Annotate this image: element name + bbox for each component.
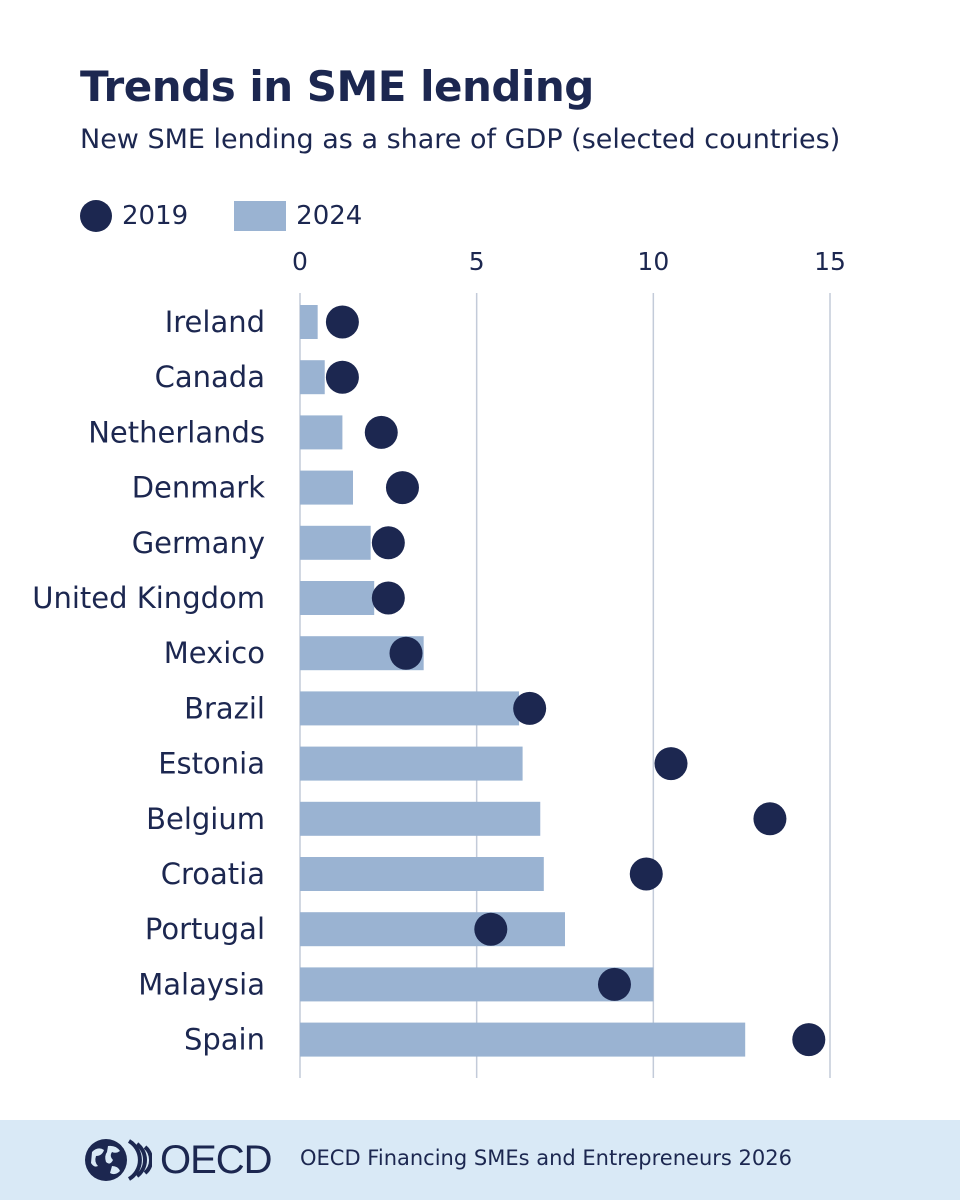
x-tick-label: 10 <box>637 247 669 276</box>
category-label: Estonia <box>158 747 265 781</box>
bar-2024 <box>300 857 544 891</box>
dot-2019 <box>597 967 631 1001</box>
bar-2024 <box>300 912 565 947</box>
chart-subtitle: New SME lending as a share of GDP (selec… <box>80 124 841 155</box>
legend-bar-swatch <box>234 201 287 231</box>
dot-2019 <box>513 691 547 725</box>
dot-2019 <box>389 636 423 670</box>
category-label: Ireland <box>165 305 265 339</box>
category-label: Brazil <box>184 691 265 725</box>
category-label: Belgium <box>146 802 265 836</box>
dot-2019 <box>385 471 419 505</box>
dot-2019 <box>364 415 398 449</box>
category-label: United Kingdom <box>32 581 265 615</box>
footer: OECD OECD Financing SMEs and Entrepreneu… <box>0 1120 960 1200</box>
legend-item-2024: 2024 <box>234 201 362 231</box>
dot-2019 <box>792 1023 826 1057</box>
category-label: Canada <box>155 360 265 394</box>
bar-2024 <box>300 746 523 781</box>
category-label: Netherlands <box>88 415 265 449</box>
bar-2024 <box>300 1022 746 1057</box>
bar-2024 <box>300 801 541 836</box>
category-label: Portugal <box>145 912 265 946</box>
oecd-logo-text: OECD <box>160 1137 273 1182</box>
dot-2019 <box>753 802 787 836</box>
dot-2019 <box>654 747 688 781</box>
chart-plot: 0 5 10 15 Ireland Canada Netherlands Denmark Ger… <box>32 247 846 1078</box>
dot-2019 <box>629 857 663 891</box>
footer-source: OECD Financing SMEs and Entrepreneurs 20… <box>300 1146 792 1170</box>
bar-2024 <box>300 305 318 339</box>
legend: 2019 2024 <box>80 196 362 236</box>
category-label: Malaysia <box>138 967 265 1001</box>
category-label: Denmark <box>132 471 265 505</box>
category-label: Mexico <box>164 636 265 670</box>
bar-2024 <box>300 691 520 726</box>
legend-item-2019: 2019 <box>80 200 188 232</box>
bar-2024 <box>300 967 654 1002</box>
x-tick-label: 5 <box>469 247 485 276</box>
category-label: Spain <box>184 1023 265 1057</box>
oecd-logo: OECD <box>82 1136 273 1184</box>
dot-2019 <box>371 526 405 560</box>
bar-2024 <box>300 415 343 450</box>
chart-title: Trends in SME lending <box>80 62 594 111</box>
dot-2019 <box>371 581 405 615</box>
dot-2019 <box>325 360 359 394</box>
bar-2024 <box>300 470 353 505</box>
bar-2024 <box>300 360 325 395</box>
x-tick-label: 15 <box>814 247 846 276</box>
bar-2024 <box>300 581 375 615</box>
legend-label-2024: 2024 <box>296 201 363 231</box>
oecd-globe-icon <box>85 1139 152 1181</box>
category-label: Croatia <box>161 857 265 891</box>
dot-2019 <box>325 305 359 339</box>
bar-2024 <box>300 525 371 560</box>
dot-2019 <box>474 912 508 946</box>
x-tick-label: 0 <box>292 247 308 276</box>
legend-dot-swatch <box>80 200 112 232</box>
category-label: Germany <box>132 526 265 560</box>
legend-label-2019: 2019 <box>122 201 189 231</box>
